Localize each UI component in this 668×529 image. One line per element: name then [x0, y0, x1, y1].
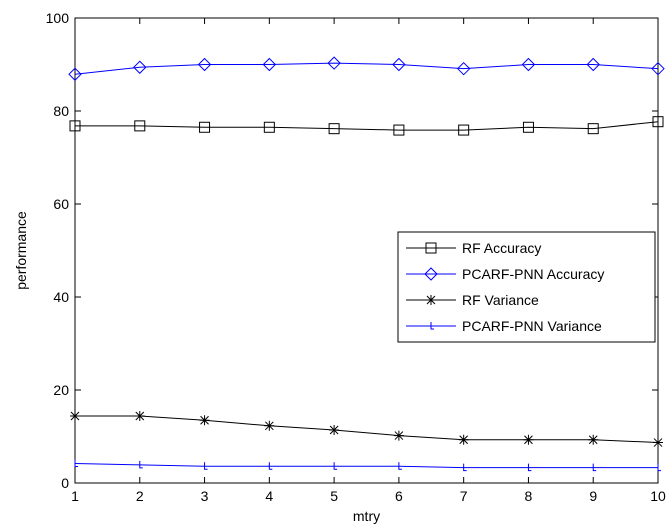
data-point	[393, 124, 405, 136]
series-line	[74, 462, 658, 469]
legend-marker	[425, 242, 437, 254]
x-tick-label: 5	[330, 488, 338, 504]
data-point	[74, 459, 78, 467]
data-point	[652, 116, 664, 128]
data-point	[463, 463, 467, 472]
legend-label: RF Accuracy	[462, 240, 541, 256]
data-point	[458, 124, 470, 136]
x-tick-label: 8	[525, 488, 533, 504]
data-point	[68, 67, 82, 81]
data-point	[197, 57, 212, 72]
data-point	[527, 463, 532, 472]
legend-label: PCARF-PNN Accuracy	[462, 266, 604, 282]
legend-item: RF Variance	[406, 292, 539, 308]
y-axis-label: performance	[13, 211, 29, 290]
data-point	[657, 463, 661, 472]
data-point	[204, 462, 208, 470]
data-point	[393, 430, 404, 441]
data-point	[263, 121, 275, 133]
x-tick-label: 1	[71, 488, 79, 504]
legend-item: RF Accuracy	[406, 240, 541, 256]
legend-item: PCARF-PNN Variance	[406, 318, 602, 334]
data-point	[327, 56, 341, 70]
data-point	[588, 434, 599, 445]
data-point	[333, 462, 338, 470]
series-2	[68, 56, 665, 81]
legend-marker	[430, 322, 434, 330]
data-point	[328, 123, 340, 135]
legend-marker	[424, 267, 438, 281]
data-point	[139, 460, 143, 469]
y-tick-label: 60	[53, 196, 69, 212]
data-point	[586, 57, 600, 72]
data-point	[133, 60, 147, 74]
legend-marker	[426, 295, 436, 305]
data-point	[398, 462, 402, 470]
series-4	[74, 459, 661, 472]
data-point	[69, 120, 81, 132]
legend: RF Accuracy PCARF-PNN Accuracy RF Variance…	[397, 231, 656, 343]
y-tick-label: 0	[61, 475, 69, 491]
data-point	[392, 57, 406, 72]
x-tick-label: 10	[650, 488, 666, 504]
y-tick-label: 20	[53, 382, 69, 398]
data-point	[264, 420, 275, 431]
series-1	[69, 116, 664, 136]
series-3	[70, 411, 663, 448]
data-point	[456, 61, 471, 76]
data-point	[268, 462, 273, 470]
data-point	[653, 437, 663, 448]
x-tick-label: 9	[589, 488, 597, 504]
data-point	[522, 121, 534, 133]
data-point	[521, 57, 536, 72]
series-layer	[68, 56, 665, 472]
data-point	[199, 121, 211, 133]
data-point	[587, 123, 599, 135]
legend-box	[397, 231, 656, 343]
data-point	[199, 415, 210, 426]
legend-label: PCARF-PNN Variance	[462, 318, 602, 334]
x-axis-label: mtry	[353, 508, 380, 524]
x-tick-label: 2	[136, 488, 144, 504]
data-point	[651, 61, 665, 76]
x-tick-label: 3	[201, 488, 209, 504]
series-line	[75, 121, 659, 131]
data-point	[458, 434, 469, 445]
legend-label: RF Variance	[462, 292, 539, 308]
x-tick-label: 4	[265, 488, 273, 504]
data-point	[262, 57, 277, 72]
legend-item: PCARF-PNN Accuracy	[406, 266, 604, 282]
x-tick-label: 7	[460, 488, 468, 504]
y-tick-label: 80	[53, 103, 69, 119]
data-point	[134, 411, 145, 422]
series-line	[74, 62, 659, 75]
series-line	[75, 415, 659, 444]
data-point	[329, 424, 340, 435]
data-point	[523, 434, 534, 445]
y-tick-label: 100	[46, 10, 70, 26]
data-point	[592, 463, 597, 472]
y-tick-label: 40	[53, 289, 69, 305]
data-point	[134, 120, 146, 132]
data-point	[70, 411, 80, 422]
x-tick-label: 6	[395, 488, 403, 504]
